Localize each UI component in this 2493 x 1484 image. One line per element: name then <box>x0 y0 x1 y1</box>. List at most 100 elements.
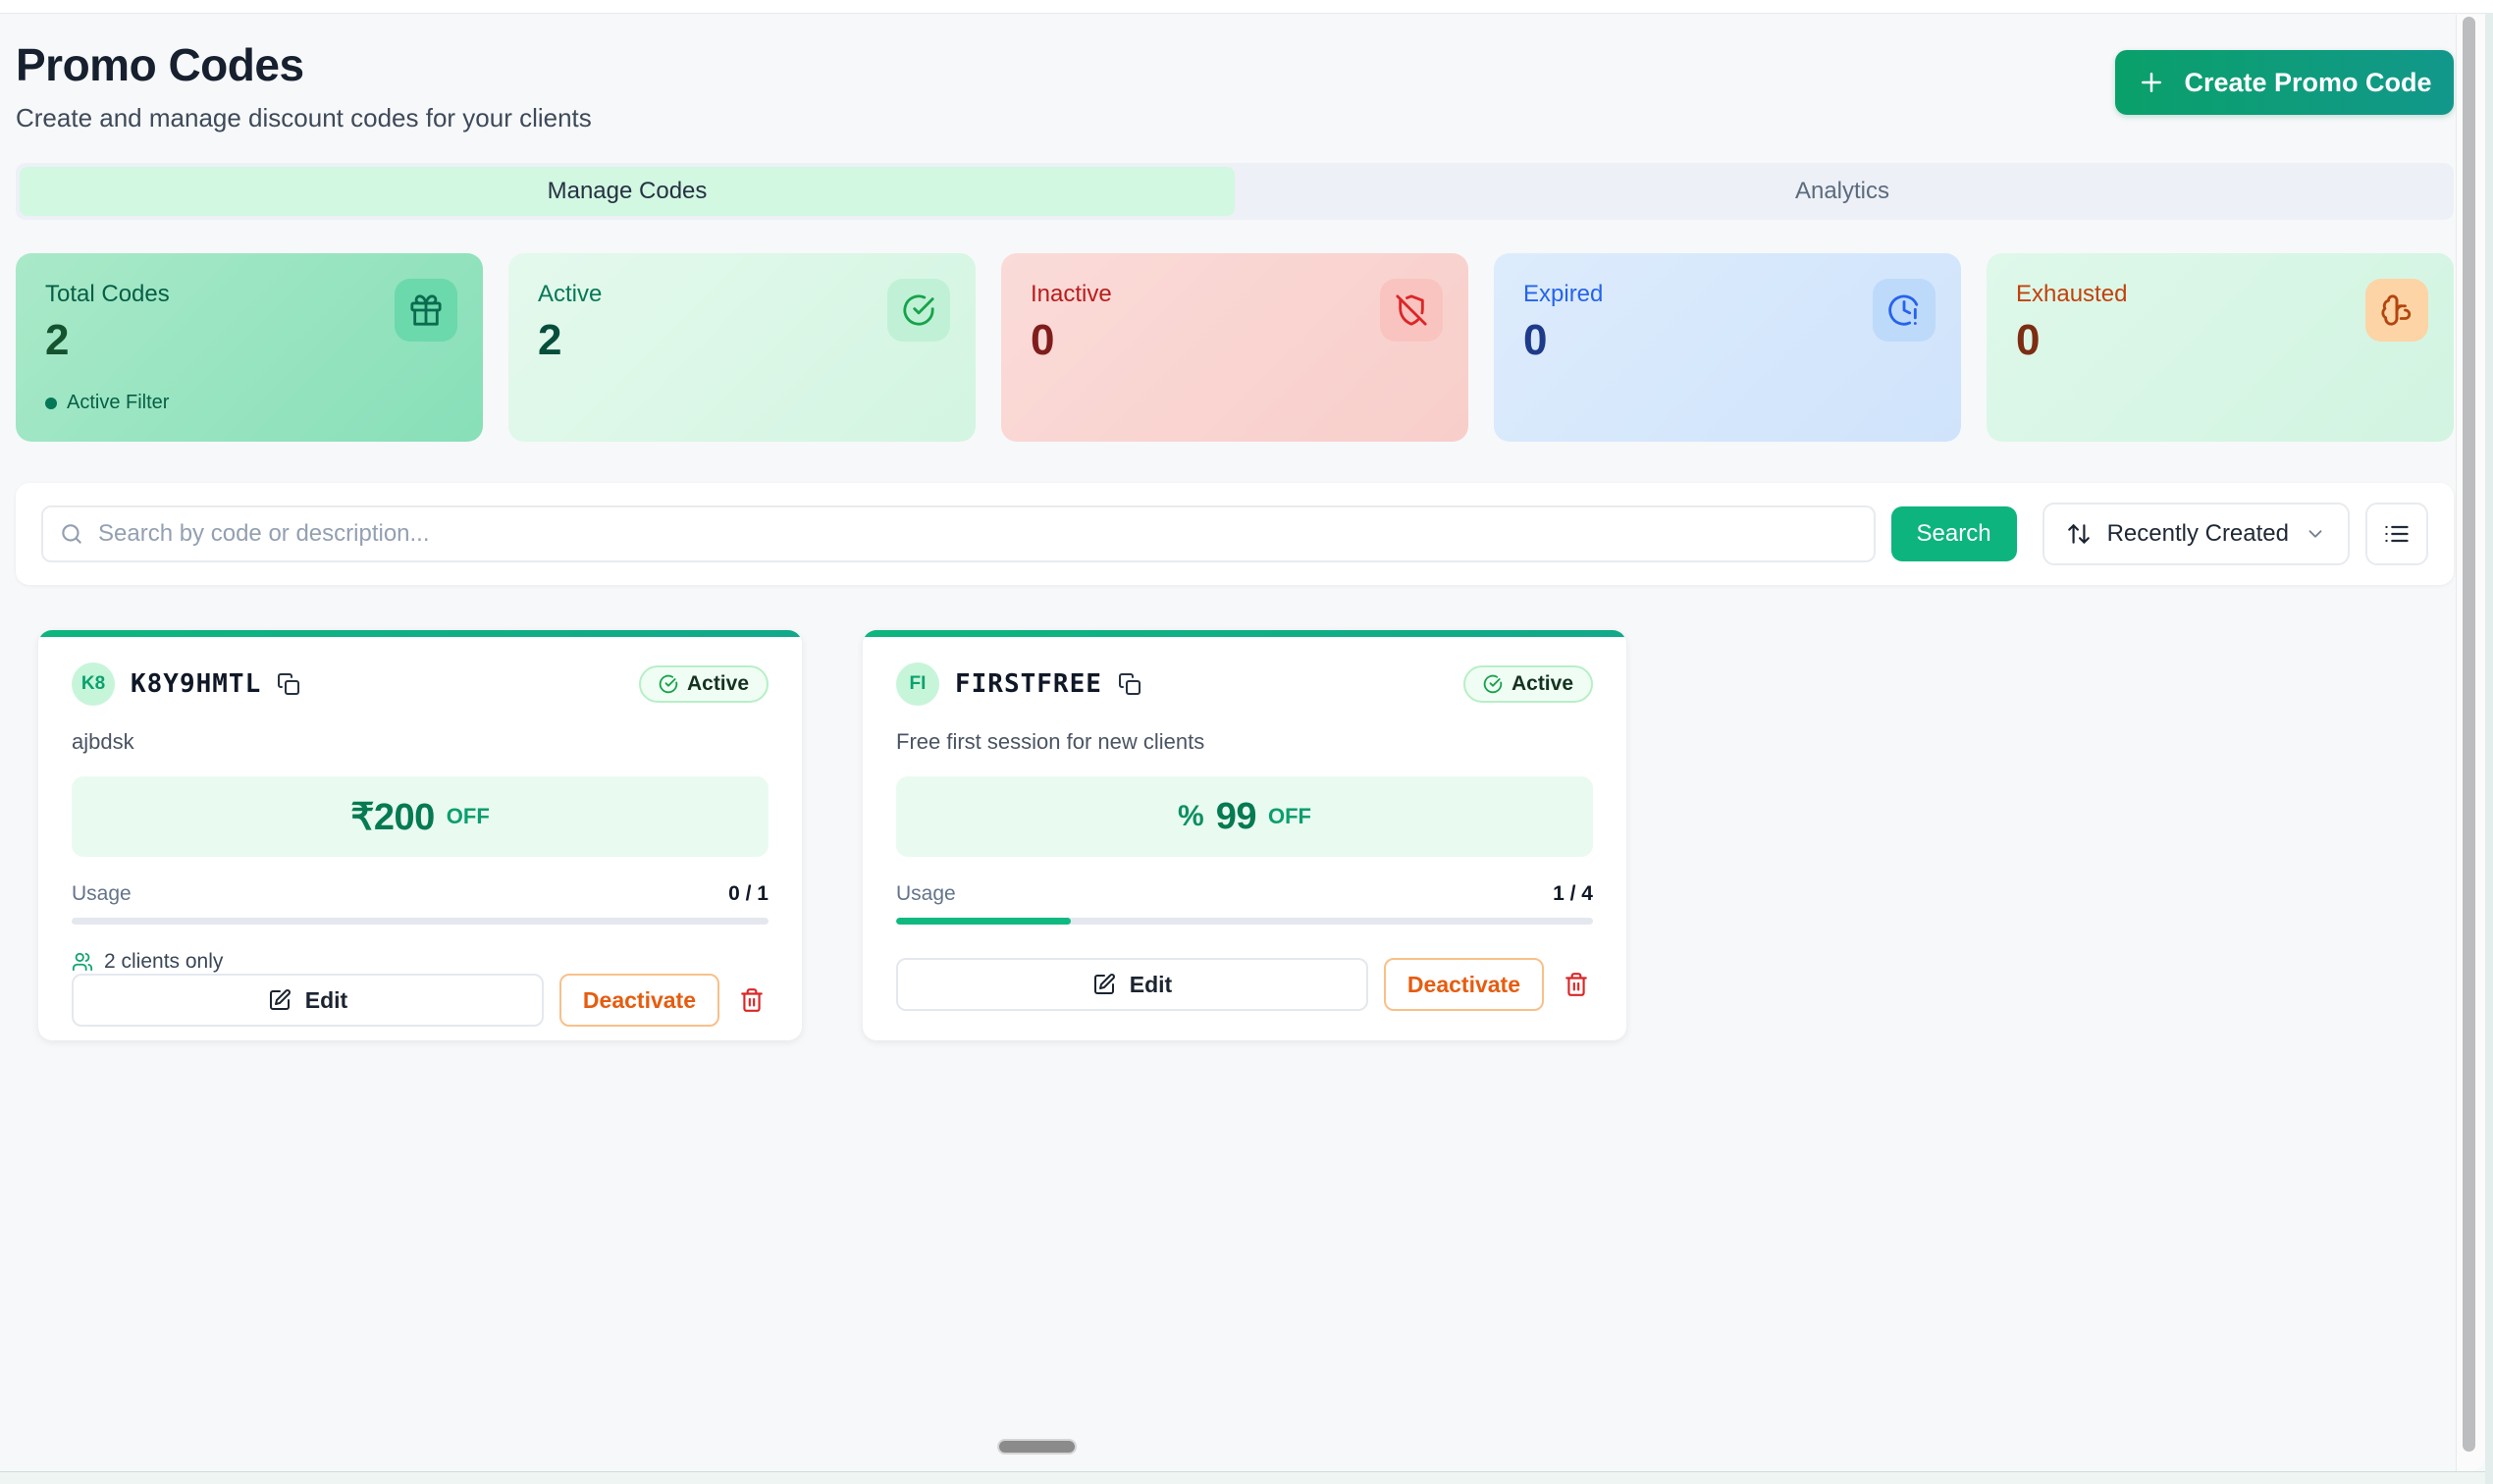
usage-value: 0 / 1 <box>728 882 769 905</box>
discount-value: ₹200 <box>350 796 435 838</box>
active-filter-label: Active Filter <box>67 392 170 413</box>
edit-button[interactable]: Edit <box>72 974 544 1027</box>
stat-value: 0 <box>2016 316 2041 364</box>
usage-value: 1 / 4 <box>1553 882 1593 905</box>
stats-row: Total Codes 2 Active Filter Active 2 Ina… <box>16 253 2454 442</box>
stat-card-active[interactable]: Active 2 <box>508 253 976 442</box>
search-input[interactable] <box>41 505 1876 562</box>
card-actions: Edit Deactivate <box>72 974 769 1027</box>
vertical-scrollbar-track <box>2456 15 2485 1471</box>
card-actions: Edit Deactivate <box>896 958 1593 1011</box>
list-icon <box>2383 520 2411 548</box>
card-header: K8 K8Y9HMTL Active <box>72 662 769 706</box>
vertical-scrollbar-thumb[interactable] <box>2463 17 2475 1452</box>
usage-row: Usage 0 / 1 <box>72 882 769 906</box>
percent-icon: % <box>1178 800 1204 832</box>
trash-icon <box>1564 972 1589 997</box>
check-circle-icon <box>887 279 950 342</box>
deactivate-button[interactable]: Deactivate <box>1383 958 1544 1011</box>
usage-label: Usage <box>896 882 956 905</box>
tab-bar: Manage Codes Analytics <box>16 163 2454 220</box>
edit-icon <box>268 988 292 1012</box>
chevron-down-icon <box>2305 523 2326 545</box>
brain-icon <box>2365 279 2428 342</box>
search-icon <box>59 521 84 552</box>
promo-codes-page: Promo Codes Create and manage discount c… <box>0 15 2456 1471</box>
status-badge: Active <box>1462 665 1593 703</box>
usage-label: Usage <box>72 882 132 905</box>
usage-progress-fill <box>896 918 1071 925</box>
card-accent-bar <box>38 630 802 637</box>
card-body: K8 K8Y9HMTL Active ajbdsk ₹200 <box>38 637 802 1040</box>
badge-check-icon <box>1483 674 1503 694</box>
discount-banner: ₹200 OFF <box>72 776 769 857</box>
tab-analytics[interactable]: Analytics <box>1794 178 1890 204</box>
page-subtitle: Create and manage discount codes for you… <box>16 103 592 132</box>
window-right-edge <box>2485 0 2493 1484</box>
avatar: FI <box>896 662 939 706</box>
stat-value: 2 <box>45 316 70 364</box>
badge-check-icon <box>659 674 678 694</box>
stat-card-expired[interactable]: Expired 0 <box>1494 253 1961 442</box>
shield-off-icon <box>1380 279 1443 342</box>
avatar: K8 <box>72 662 115 706</box>
sort-dropdown[interactable]: Recently Created <box>2042 503 2350 565</box>
stat-label: Expired <box>1523 281 1604 307</box>
page-title: Promo Codes <box>16 39 304 90</box>
usage-progress-bar <box>72 918 769 925</box>
delete-button[interactable] <box>735 983 769 1017</box>
edit-button-label: Edit <box>304 986 348 1013</box>
discount-suffix: OFF <box>1267 804 1311 828</box>
search-box <box>41 505 1876 562</box>
discount-banner: % 99 OFF <box>896 776 1593 857</box>
search-toolbar: Search Recently Created <box>16 483 2454 585</box>
copy-icon <box>1118 672 1141 696</box>
status-badge-label: Active <box>1511 672 1573 695</box>
search-button[interactable]: Search <box>1890 506 2017 561</box>
edit-button-label: Edit <box>1129 971 1173 997</box>
stat-card-exhausted[interactable]: Exhausted 0 <box>1987 253 2454 442</box>
discount-value: 99 <box>1215 795 1257 837</box>
plus-icon <box>2137 68 2166 97</box>
list-view-toggle-button[interactable] <box>2365 503 2428 565</box>
promo-code-text: K8Y9HMTL <box>131 669 262 699</box>
trash-icon <box>739 987 765 1013</box>
sort-arrows-icon <box>2066 521 2092 547</box>
stat-label: Exhausted <box>2016 281 2128 307</box>
promo-description: Free first session for new clients <box>896 729 1205 754</box>
edit-button[interactable]: Edit <box>896 958 1368 1011</box>
promo-card-k8y9hmtl: K8 K8Y9HMTL Active ajbdsk ₹200 <box>38 630 802 1040</box>
create-promo-code-button[interactable]: Create Promo Code <box>2115 50 2454 115</box>
edit-icon <box>1092 973 1116 996</box>
card-body: FI FIRSTFREE Active Free first session f… <box>863 637 1626 1040</box>
clock-alert-icon <box>1873 279 1936 342</box>
page-header: Promo Codes Create and manage discount c… <box>16 38 2454 133</box>
promo-description: ajbdsk <box>72 729 134 754</box>
stat-card-total-codes[interactable]: Total Codes 2 Active Filter <box>16 253 483 442</box>
promo-code-text: FIRSTFREE <box>955 669 1102 699</box>
dot-icon <box>45 397 57 409</box>
page-heading-group: Promo Codes Create and manage discount c… <box>16 38 592 133</box>
stat-value: 2 <box>538 316 562 364</box>
card-header: FI FIRSTFREE Active <box>896 662 1593 706</box>
stat-label: Active <box>538 281 603 307</box>
promo-cards-grid: K8 K8Y9HMTL Active ajbdsk ₹200 <box>38 630 2454 1040</box>
copy-code-button[interactable] <box>273 668 304 700</box>
stat-label: Total Codes <box>45 281 170 307</box>
status-badge: Active <box>638 665 769 703</box>
usage-progress-bar <box>896 918 1593 925</box>
active-filter-indicator: Active Filter <box>45 392 453 414</box>
copy-icon <box>277 672 300 696</box>
copy-code-button[interactable] <box>1114 668 1145 700</box>
stat-value: 0 <box>1523 316 1548 364</box>
create-promo-code-label: Create Promo Code <box>2184 67 2432 97</box>
stat-card-inactive[interactable]: Inactive 0 <box>1001 253 1468 442</box>
promo-card-firstfree: FI FIRSTFREE Active Free first session f… <box>863 630 1626 1040</box>
horizontal-scrollbar-thumb[interactable] <box>997 1439 1077 1455</box>
tab-manage-codes[interactable]: Manage Codes <box>20 167 1235 216</box>
delete-button[interactable] <box>1560 968 1593 1001</box>
status-badge-label: Active <box>686 672 749 695</box>
usage-row: Usage 1 / 4 <box>896 882 1593 906</box>
gift-icon <box>395 279 457 342</box>
deactivate-button[interactable]: Deactivate <box>558 974 719 1027</box>
